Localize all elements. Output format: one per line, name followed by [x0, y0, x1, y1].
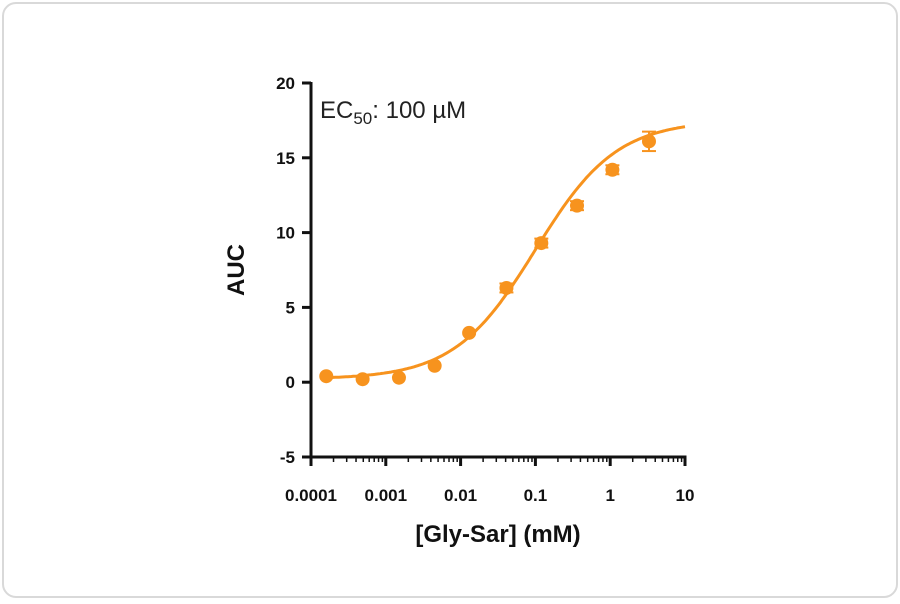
x-tick-label: 0.1 [524, 486, 548, 505]
data-point [319, 369, 334, 384]
data-point [391, 370, 406, 385]
fit-curve [326, 125, 686, 380]
data-point [534, 236, 549, 251]
y-axis-label: AUC [223, 244, 250, 296]
y-tick-label: -5 [280, 448, 295, 467]
dose-response-chart: -5 0 5 10 15 20 0.0001 0.001 0.01 0.1 1 10 EC50: 10… [223, 74, 695, 548]
ec50-annotation: EC50: 100 µM [320, 97, 466, 128]
data-point [605, 162, 620, 177]
y-tick-label: 0 [286, 373, 295, 392]
x-tick-label: 10 [676, 486, 695, 505]
x-tick-label: 0.0001 [285, 486, 337, 505]
data-point [427, 358, 442, 373]
y-tick-label: 10 [276, 224, 295, 243]
data-point [499, 280, 514, 295]
x-tick-label: 0.01 [444, 486, 477, 505]
x-tick-label: 0.001 [365, 486, 408, 505]
y-tick-label: 20 [276, 74, 295, 93]
x-axis-label: [Gly-Sar] (mM) [415, 521, 580, 548]
data-point [570, 198, 585, 213]
data-point [355, 372, 370, 387]
y-tick-label: 5 [286, 298, 295, 317]
x-tick-label: 1 [605, 486, 614, 505]
data-point [641, 134, 656, 149]
data-point [462, 325, 477, 340]
y-tick-label: 15 [276, 149, 295, 168]
